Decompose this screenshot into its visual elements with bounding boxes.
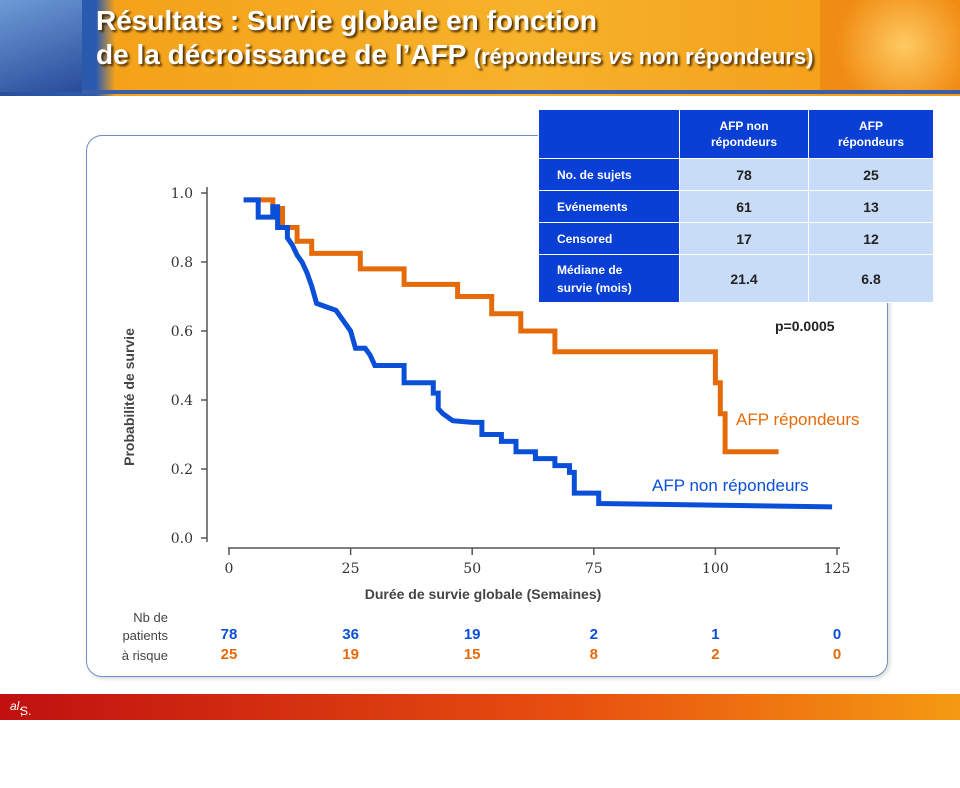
x-axis-label: Durée de survie globale (Semaines) (365, 586, 602, 602)
x-tick-label: 25 (342, 561, 360, 577)
col-header-non-resp: AFP non répondeurs (679, 109, 809, 159)
cell-resp: 6.8 (808, 254, 934, 303)
slide-title: Résultats : Survie globale en fonction d… (96, 4, 814, 74)
cell-non-resp: 61 (679, 190, 809, 223)
table-corner (538, 109, 680, 159)
risk-count-responders: 8 (589, 646, 598, 663)
risk-count-non-responders: 0 (832, 626, 842, 643)
tram-image (0, 0, 82, 92)
summary-table: AFP non répondeurs AFP répondeurs No. de… (538, 109, 934, 303)
title-line-2-paren: (répondeurs vs non répondeurs) (474, 44, 814, 69)
cell-non-resp: 21.4 (679, 254, 809, 303)
title-line-1: Résultats : Survie globale en fonction (96, 5, 597, 36)
row-label: Evénements (538, 190, 680, 223)
anatomy-image (820, 0, 960, 92)
x-tick-label: 50 (463, 561, 481, 577)
risk-label-line-2: patients (122, 628, 168, 643)
x-tick-label: 75 (585, 561, 603, 577)
title-paren-a: (répondeurs (473, 44, 609, 69)
y-tick-label: 0.6 (171, 324, 193, 340)
col-header-non-resp-text: AFP non répondeurs (710, 119, 777, 149)
col-header-resp-text: AFP répondeurs (837, 119, 904, 149)
risk-count-responders: 0 (832, 646, 842, 663)
risk-count-non-responders: 19 (463, 626, 481, 643)
citation: S. Faivre et al., ASCO GI 2014, Abst 173 (10, 699, 54, 788)
table-row: No. de sujets 78 25 (538, 158, 934, 191)
footer-bar: S. Faivre et al., ASCO GI 2014, Abst 173 (0, 694, 960, 788)
citation-al: al. (10, 699, 23, 713)
y-axis-label: Probabilité de survie (121, 328, 137, 466)
risk-label-line-3: à risque (121, 648, 168, 663)
risk-count-responders: 19 (342, 646, 359, 663)
y-tick-label: 1.0 (171, 186, 193, 202)
x-tick-label: 125 (824, 561, 851, 577)
row-label: No. de sujets (538, 158, 680, 191)
table-header-row: AFP non répondeurs AFP répondeurs (538, 109, 934, 159)
y-tick-label: 0.2 (171, 462, 193, 478)
row-label: Médiane de survie (mois) (538, 254, 680, 303)
survival-curve-non-responders (243, 197, 833, 510)
header-banner: Résultats : Survie globale en fonction d… (0, 0, 960, 96)
risk-count-responders: 2 (711, 646, 720, 663)
cell-resp: 25 (808, 158, 934, 191)
risk-count-non-responders: 36 (342, 626, 359, 643)
risk-count-responders: 25 (220, 646, 238, 663)
table-row: Médiane de survie (mois) 21.4 6.8 (538, 254, 934, 303)
y-tick-label: 0.8 (171, 255, 193, 271)
risk-count-non-responders: 78 (220, 626, 238, 643)
cell-resp: 12 (808, 222, 934, 255)
legend-responders: AFP répondeurs (736, 410, 860, 429)
cell-non-resp: 78 (679, 158, 809, 191)
row-label: Censored (538, 222, 680, 255)
table-row: Evénements 61 13 (538, 190, 934, 223)
title-paren-b: non répondeurs) (632, 44, 814, 69)
risk-count-non-responders: 2 (589, 626, 598, 643)
header-rule (82, 90, 960, 94)
risk-label-line-1: Nb de (133, 610, 168, 625)
risk-count-responders: 15 (463, 646, 481, 663)
p-value: p=0.0005 (775, 318, 835, 334)
citation-source: , ASCO GI 2014, Abst 173 (20, 704, 55, 788)
legend-non-responders: AFP non répondeurs (652, 476, 809, 495)
cell-resp: 13 (808, 190, 934, 223)
x-tick-label: 100 (702, 561, 729, 577)
x-tick-label: 0 (225, 561, 234, 577)
title-line-2-main: de la décroissance de l’AFP (96, 39, 466, 70)
table-row: Censored 17 12 (538, 222, 934, 255)
row-label-text: Médiane de survie (mois) (557, 262, 632, 295)
y-tick-label: 0.0 (171, 531, 193, 547)
cell-non-resp: 17 (679, 222, 809, 255)
survival-chart: 0.0 0.2 0.4 0.6 0.8 1.0 0 25 50 75 100 125 Durée de … (121, 186, 851, 602)
y-tick-label: 0.4 (171, 393, 193, 409)
title-line-2: de la décroissance de l’AFP (répondeurs … (96, 38, 814, 74)
title-vs: vs (608, 44, 633, 69)
risk-count-non-responders: 1 (711, 626, 720, 643)
col-header-resp: AFP répondeurs (808, 109, 934, 159)
